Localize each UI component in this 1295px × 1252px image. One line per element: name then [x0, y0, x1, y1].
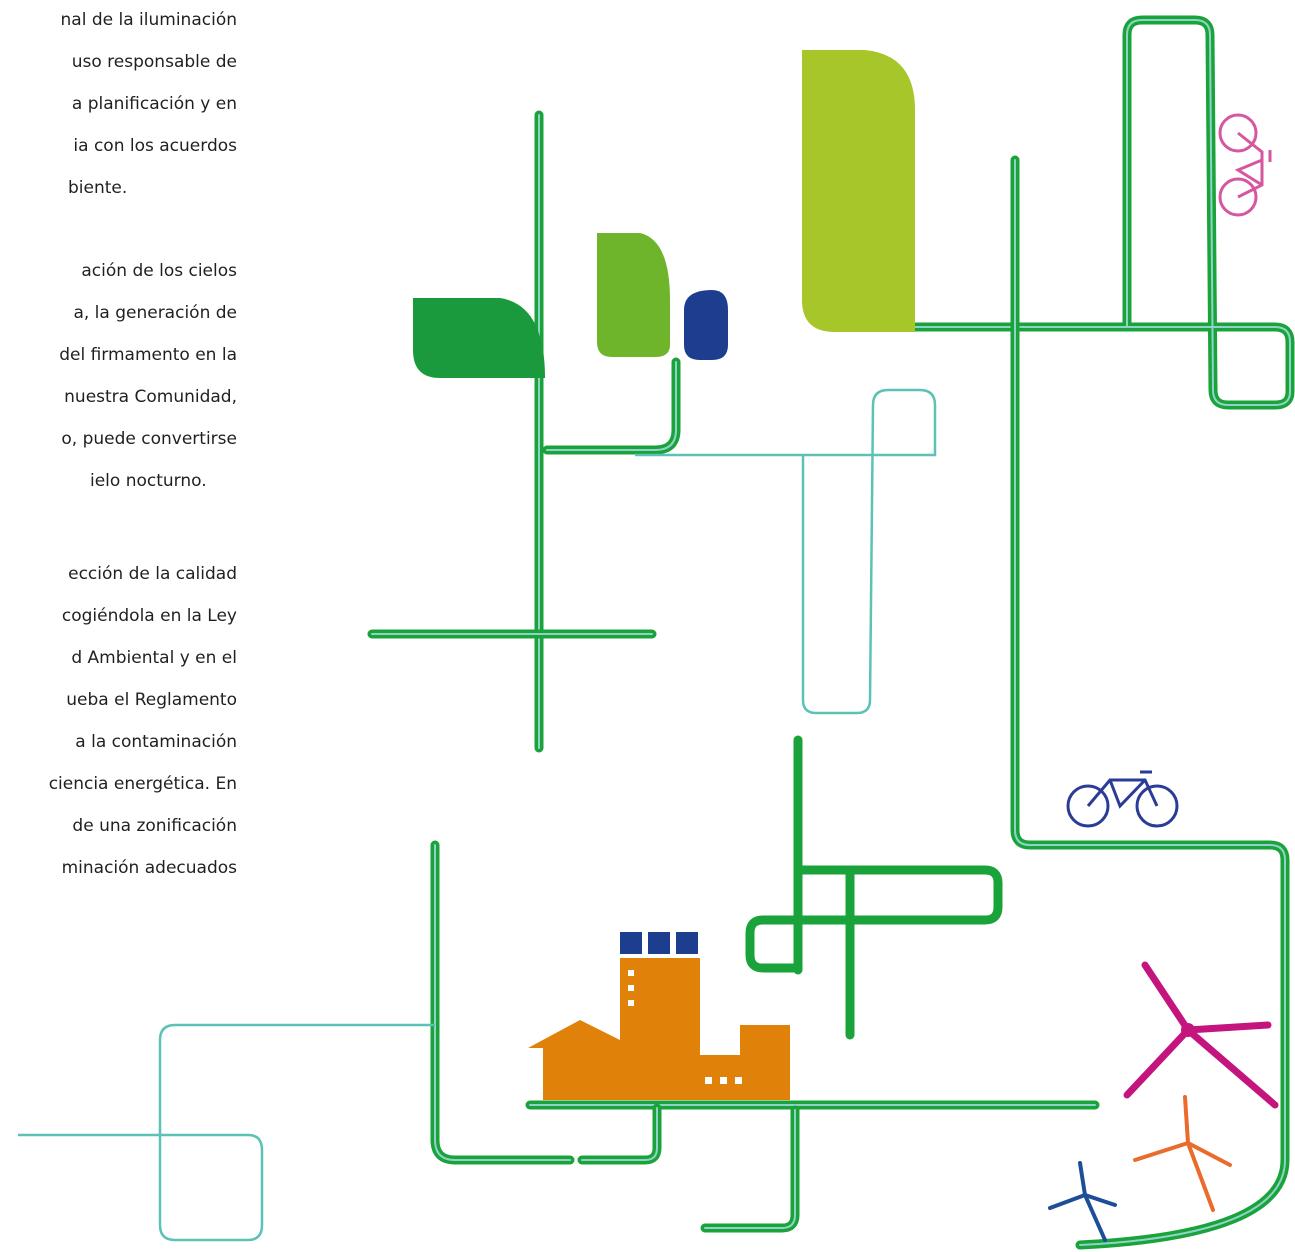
text-line: ección de la calidad — [68, 564, 237, 584]
text-line: a planificación y en — [72, 94, 237, 114]
text-line: minación adecuados — [62, 858, 238, 878]
text-column: nal de la iluminación uso responsable de a… — [49, 10, 237, 878]
text-line: ielo nocturno. — [90, 471, 207, 491]
text-line: uso responsable de — [72, 52, 237, 72]
text-line: de una zonificación — [72, 816, 237, 836]
leaves — [413, 50, 915, 378]
text-line: d Ambiental y en el — [71, 648, 237, 668]
text-line: cogiéndola en la Ley — [62, 606, 237, 626]
text-line: nal de la iluminación — [61, 10, 237, 30]
text-line: del firmamento en la — [59, 345, 237, 365]
text-line: o, puede convertirse — [61, 429, 237, 449]
text-line: ación de los cielos — [81, 261, 237, 281]
text-line: ia con los acuerdos — [73, 136, 237, 156]
page: nal de la iluminación uso responsable de a… — [0, 0, 1295, 1252]
text-line: nuestra Comunidad, — [64, 387, 237, 407]
text-line: biente. — [68, 178, 127, 198]
bicycle-blue — [1068, 772, 1177, 826]
text-line: ciencia energética. En — [49, 774, 237, 794]
bicycle-pink — [1220, 115, 1270, 215]
text-line: a, la generación de — [73, 303, 237, 323]
text-line: a la contaminación — [75, 732, 237, 752]
text-line: ueba el Reglamento — [66, 690, 237, 710]
